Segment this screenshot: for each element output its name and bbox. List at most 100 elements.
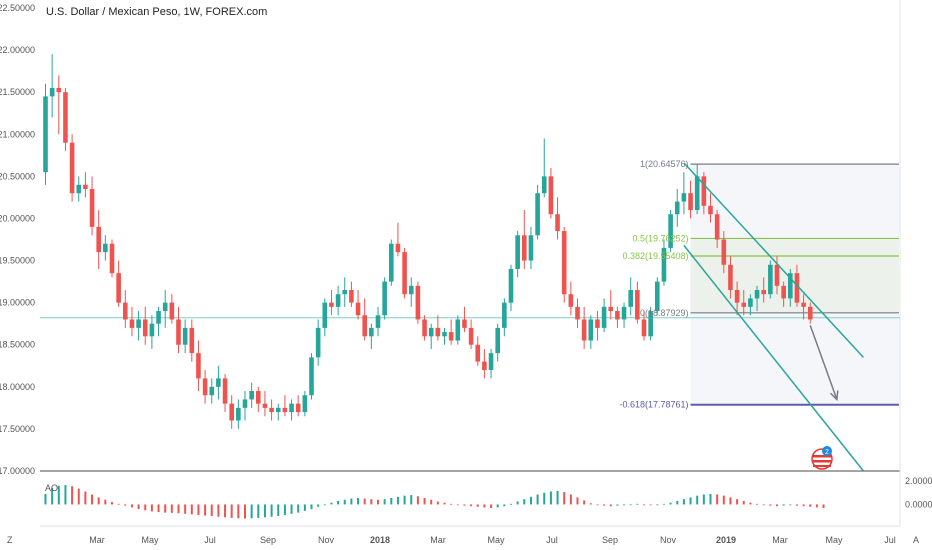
- candle-body: [761, 290, 766, 295]
- candle-body: [442, 332, 447, 337]
- fib-labels: 1(20.64576) 0.5(19.76252) 0.382(19.55408) 0…: [619, 159, 688, 410]
- candle-body: [734, 290, 740, 303]
- candle-body: [728, 264, 733, 291]
- candle-body: [774, 264, 780, 286]
- ao-bar: [283, 504, 286, 515]
- arrow-shaft: [809, 325, 838, 400]
- candle-body: [382, 281, 387, 316]
- channel-upper-line: [683, 162, 865, 358]
- time-tick-label: May: [487, 535, 505, 545]
- ao-bar: [137, 504, 140, 510]
- time-tick-label: 2019: [716, 535, 736, 545]
- ao-bar: [310, 504, 313, 510]
- candle-body: [229, 403, 234, 421]
- candle-body: [369, 327, 374, 337]
- ao-bar: [549, 491, 552, 505]
- ao-bar: [290, 504, 293, 514]
- candle-body: [83, 184, 88, 189]
- ao-bar: [164, 504, 167, 513]
- ao-bar: [795, 504, 798, 506]
- ao-bar: [716, 494, 719, 505]
- candle-body: [661, 247, 667, 282]
- ao-bar: [77, 488, 80, 505]
- ao-bar: [496, 504, 499, 508]
- ao-bar: [789, 504, 792, 506]
- ao-bar: [91, 494, 94, 505]
- time-tick-label: Mar: [430, 535, 446, 545]
- fib-level-label: -0.618(17.78761): [619, 400, 688, 410]
- price-tick-label: 21.50000: [0, 87, 35, 97]
- flag-icon[interactable]: 2: [811, 446, 833, 470]
- candle-body: [608, 306, 614, 312]
- ao-bar: [343, 499, 346, 505]
- candle-body: [801, 302, 806, 307]
- ao-bar: [277, 504, 280, 516]
- ao-bar: [682, 499, 685, 505]
- candle-body: [528, 235, 534, 261]
- ao-indicator: [44, 485, 825, 519]
- ao-bar: [609, 504, 612, 507]
- ao-label: AO: [45, 483, 58, 493]
- ao-axis: 2.0000 0.0000: [905, 476, 932, 509]
- candle-body: [249, 391, 254, 400]
- price-tick-label: 20.50000: [0, 171, 35, 181]
- time-tick-label: Jul: [204, 535, 216, 545]
- candle-body: [89, 188, 95, 227]
- candle-body: [508, 268, 514, 303]
- ao-bar: [656, 504, 659, 506]
- ao-bar: [270, 504, 273, 517]
- candle-body: [595, 319, 600, 328]
- ao-bar: [390, 498, 393, 505]
- candle-body: [448, 332, 454, 341]
- ao-bar: [436, 501, 439, 505]
- projection-arrow: [809, 325, 839, 402]
- candlestick-series: [43, 54, 813, 429]
- time-tick-label: 2018: [370, 535, 390, 545]
- timezone-button[interactable]: Z: [7, 535, 13, 545]
- candle-body: [615, 311, 620, 320]
- time-tick-label: May: [141, 535, 159, 545]
- ao-bar: [350, 498, 353, 505]
- candle-body: [109, 243, 115, 274]
- ao-bar: [709, 493, 712, 505]
- candle-body: [129, 319, 135, 328]
- candle-body: [302, 395, 308, 413]
- candle-body: [635, 290, 640, 320]
- candle-body: [468, 327, 474, 345]
- ao-bar: [443, 502, 446, 505]
- candle-body: [309, 357, 314, 396]
- candle-body: [694, 176, 700, 211]
- ao-bar: [603, 504, 606, 506]
- time-tick-label: Sep: [260, 535, 276, 545]
- ao-bar: [563, 492, 566, 505]
- ao-bar: [629, 504, 632, 506]
- candle-body: [156, 311, 161, 324]
- candle-body: [655, 281, 660, 312]
- auto-scale-button[interactable]: A: [913, 535, 919, 545]
- ao-bar: [503, 504, 506, 507]
- candle-body: [389, 243, 394, 282]
- candle-body: [103, 243, 108, 253]
- time-tick-label: Nov: [318, 535, 335, 545]
- ao-bar: [157, 504, 160, 513]
- candle-body: [535, 193, 540, 236]
- price-tick-label: 20.00000: [0, 213, 35, 223]
- candle-body: [515, 235, 520, 269]
- ao-bar: [450, 503, 453, 505]
- ao-bar: [104, 499, 107, 505]
- time-tick-label: Mar: [772, 535, 788, 545]
- candle-body: [768, 264, 773, 295]
- ao-bar: [323, 504, 326, 506]
- time-tick-label: Jul: [884, 535, 896, 545]
- candle-body: [116, 273, 121, 303]
- candle-body: [275, 407, 281, 413]
- candle-body: [375, 315, 381, 328]
- ao-bar: [263, 504, 266, 518]
- time-tick-label: May: [825, 535, 843, 545]
- candle-body: [462, 319, 467, 328]
- ao-tick-label: 2.0000: [905, 476, 932, 486]
- ao-bar: [516, 501, 519, 505]
- candle-body: [628, 290, 633, 307]
- ao-bar: [51, 488, 54, 505]
